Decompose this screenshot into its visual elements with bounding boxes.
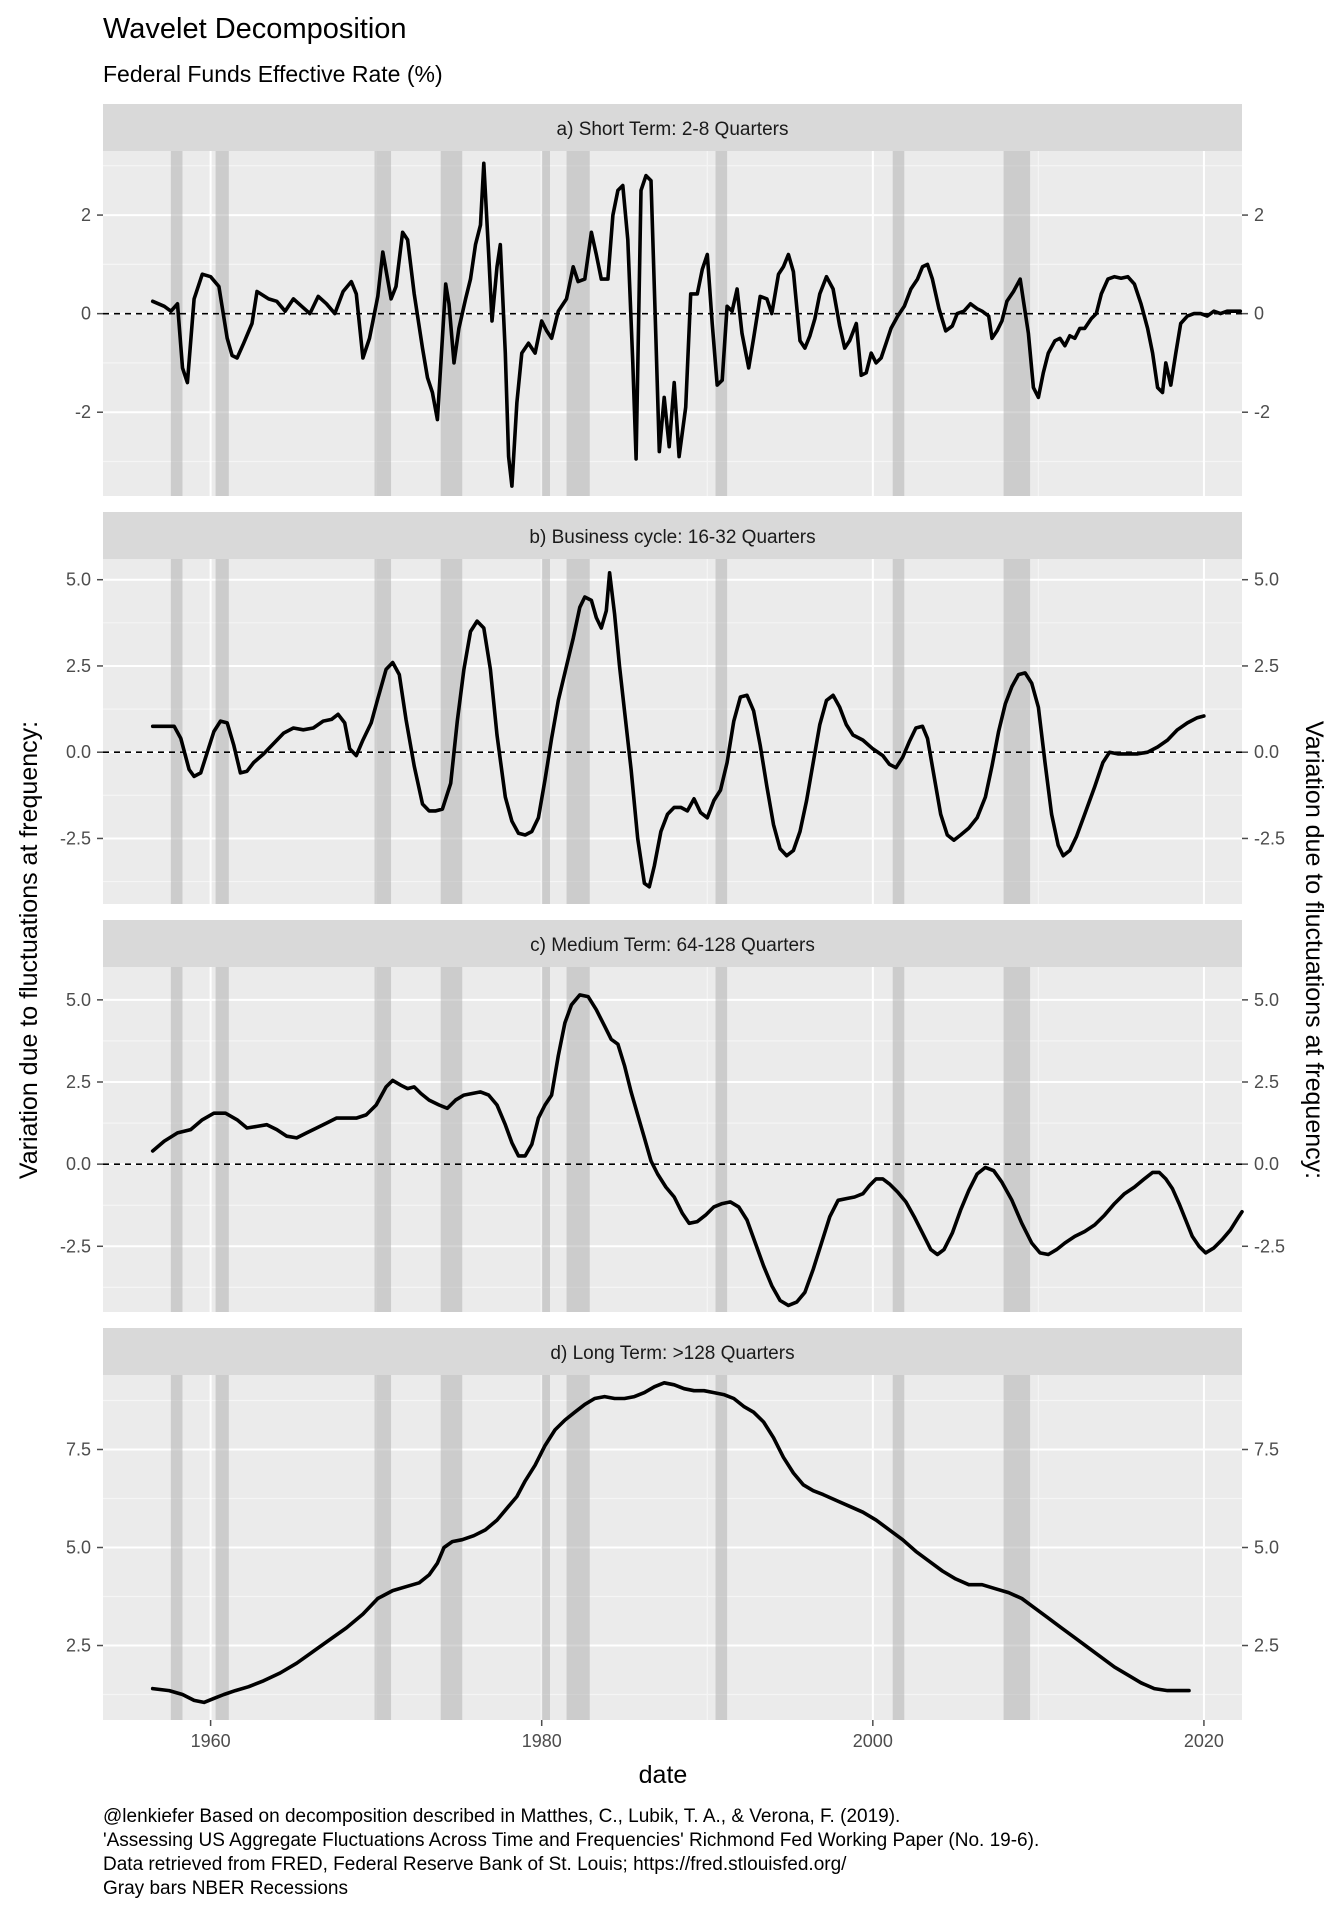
y-tick-label-right: 2: [1254, 205, 1264, 225]
recession-bar: [440, 559, 463, 904]
recession-bar: [715, 967, 728, 1312]
recession-bar: [374, 967, 392, 1312]
y-tick-label-right: 7.5: [1254, 1439, 1279, 1459]
recession-bar: [541, 1375, 550, 1720]
y-axis-title-right: Variation due to fluctuations at frequen…: [1300, 721, 1328, 1179]
y-tick-label-left: 2.5: [66, 1636, 91, 1656]
panels-layer: a) Short Term: 2-8 Quarters -2 -2 0 0 2 2 b) Bu…: [60, 104, 1285, 1751]
panel-strip: [103, 512, 1242, 559]
caption-line-4: Gray bars NBER Recessions: [103, 1878, 348, 1899]
panel-3: c) Medium Term: 64-128 Quarters -2.5 -2.5 0…: [60, 920, 1285, 1312]
recession-bar: [374, 1375, 392, 1720]
recession-bar: [715, 151, 728, 496]
recession-bar: [215, 967, 229, 1312]
panel-1: a) Short Term: 2-8 Quarters -2 -2 0 0 2 2: [75, 104, 1270, 496]
recession-bar: [1003, 559, 1031, 904]
panel-4: d) Long Term: >128 Quarters 2.5 2.5 5.0 5.0 7…: [66, 1328, 1279, 1720]
y-tick-label-left: 2: [81, 205, 91, 225]
recession-bar: [715, 559, 728, 904]
x-tick-label: 2000: [853, 1731, 893, 1751]
chart-title: Wavelet Decomposition: [103, 13, 407, 45]
x-axis-title: date: [639, 1761, 688, 1789]
panel-strip: [103, 104, 1242, 151]
y-tick-label-right: -2.5: [1254, 1236, 1285, 1256]
y-tick-label-left: 5.0: [66, 570, 91, 590]
x-tick-label: 2020: [1184, 1731, 1224, 1751]
recession-bar: [170, 1375, 183, 1720]
y-tick-label-right: 0: [1254, 304, 1264, 324]
y-tick-label-left: -2: [75, 402, 91, 422]
y-tick-label-right: -2: [1254, 402, 1270, 422]
recession-bar: [541, 559, 550, 904]
series-line: [150, 993, 1244, 1308]
panel-strip-label: c) Medium Term: 64-128 Quarters: [530, 935, 815, 956]
y-tick-label-left: 5.0: [66, 1538, 91, 1558]
recession-bar: [566, 967, 590, 1312]
panel-background: [103, 559, 1242, 904]
series-line: [150, 1381, 1191, 1705]
recession-bar: [1003, 967, 1031, 1312]
recession-bar: [892, 559, 905, 904]
y-tick-label-right: 5.0: [1254, 570, 1279, 590]
y-tick-label-left: 5.0: [66, 990, 91, 1010]
caption-line-1: @lenkiefer Based on decomposition descri…: [103, 1806, 900, 1827]
y-tick-label-left: -2.5: [60, 828, 91, 848]
recession-bar: [541, 967, 550, 1312]
y-tick-label-right: 2.5: [1254, 656, 1279, 676]
recession-bar: [566, 1375, 590, 1720]
y-tick-label-left: 7.5: [66, 1439, 91, 1459]
panel-strip: [103, 920, 1242, 967]
y-tick-label-right: 5.0: [1254, 1538, 1279, 1558]
recession-bar: [892, 1375, 905, 1720]
recession-bar: [541, 151, 550, 496]
y-tick-label-right: 2.5: [1254, 1072, 1279, 1092]
recession-bar: [1003, 1375, 1031, 1720]
recession-bar: [566, 151, 590, 496]
series-line: [150, 161, 1243, 488]
recession-bar: [170, 151, 183, 496]
recession-bar: [374, 151, 392, 496]
caption-line-3: Data retrieved from FRED, Federal Reserv…: [103, 1854, 847, 1875]
panel-background: [103, 967, 1242, 1312]
panel-strip-label: b) Business cycle: 16-32 Quarters: [529, 527, 815, 548]
y-tick-label-right: 0.0: [1254, 1154, 1279, 1174]
recession-bar: [215, 559, 229, 904]
y-tick-label-right: 0.0: [1254, 742, 1279, 762]
recession-bar: [440, 967, 463, 1312]
panel-strip-label: d) Long Term: >128 Quarters: [550, 1343, 794, 1364]
recession-bar: [892, 967, 905, 1312]
recession-bar: [440, 1375, 463, 1720]
y-tick-label-right: 5.0: [1254, 990, 1279, 1010]
y-tick-label-right: 2.5: [1254, 1636, 1279, 1656]
y-axis-title-left: Variation due to fluctuations at frequen…: [15, 721, 43, 1179]
y-tick-label-left: 0: [81, 304, 91, 324]
panel-2: b) Business cycle: 16-32 Quarters -2.5 -2.…: [60, 512, 1285, 904]
caption-line-2: 'Assessing US Aggregate Fluctuations Acr…: [103, 1830, 1039, 1851]
y-tick-label-left: -2.5: [60, 1236, 91, 1256]
panel-strip-label: a) Short Term: 2-8 Quarters: [557, 119, 789, 140]
recession-bar: [215, 151, 229, 496]
series-line: [150, 571, 1206, 889]
x-tick-label: 1980: [522, 1731, 562, 1751]
recession-bar: [374, 559, 392, 904]
y-tick-label-left: 2.5: [66, 656, 91, 676]
y-tick-label-left: 2.5: [66, 1072, 91, 1092]
chart-subtitle: Federal Funds Effective Rate (%): [103, 61, 443, 87]
y-tick-label-right: -2.5: [1254, 828, 1285, 848]
x-tick-label: 1960: [191, 1731, 231, 1751]
y-tick-label-left: 0.0: [66, 742, 91, 762]
panel-background: [103, 151, 1242, 496]
recession-bar: [215, 1375, 229, 1720]
recession-bar: [170, 967, 183, 1312]
recession-bar: [892, 151, 905, 496]
recession-bar: [715, 1375, 728, 1720]
y-tick-label-left: 0.0: [66, 1154, 91, 1174]
panel-strip: [103, 1328, 1242, 1375]
